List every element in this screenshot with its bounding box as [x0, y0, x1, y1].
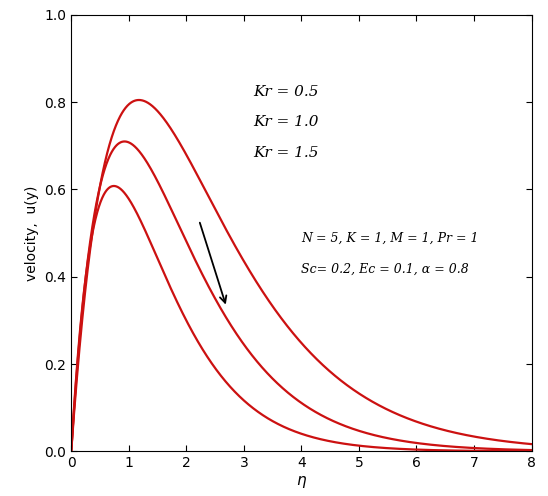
- Text: Kr = 1.5: Kr = 1.5: [253, 146, 318, 160]
- X-axis label: η: η: [296, 473, 306, 488]
- Text: Kr = 1.0: Kr = 1.0: [253, 115, 318, 129]
- Text: N = 5, K = 1, M = 1, Pr = 1: N = 5, K = 1, M = 1, Pr = 1: [301, 232, 479, 245]
- Y-axis label: velocity,  u(y): velocity, u(y): [25, 186, 39, 281]
- Text: Kr = 0.5: Kr = 0.5: [253, 85, 318, 99]
- Text: Sc= 0.2, Ec = 0.1, α = 0.8: Sc= 0.2, Ec = 0.1, α = 0.8: [301, 262, 469, 275]
